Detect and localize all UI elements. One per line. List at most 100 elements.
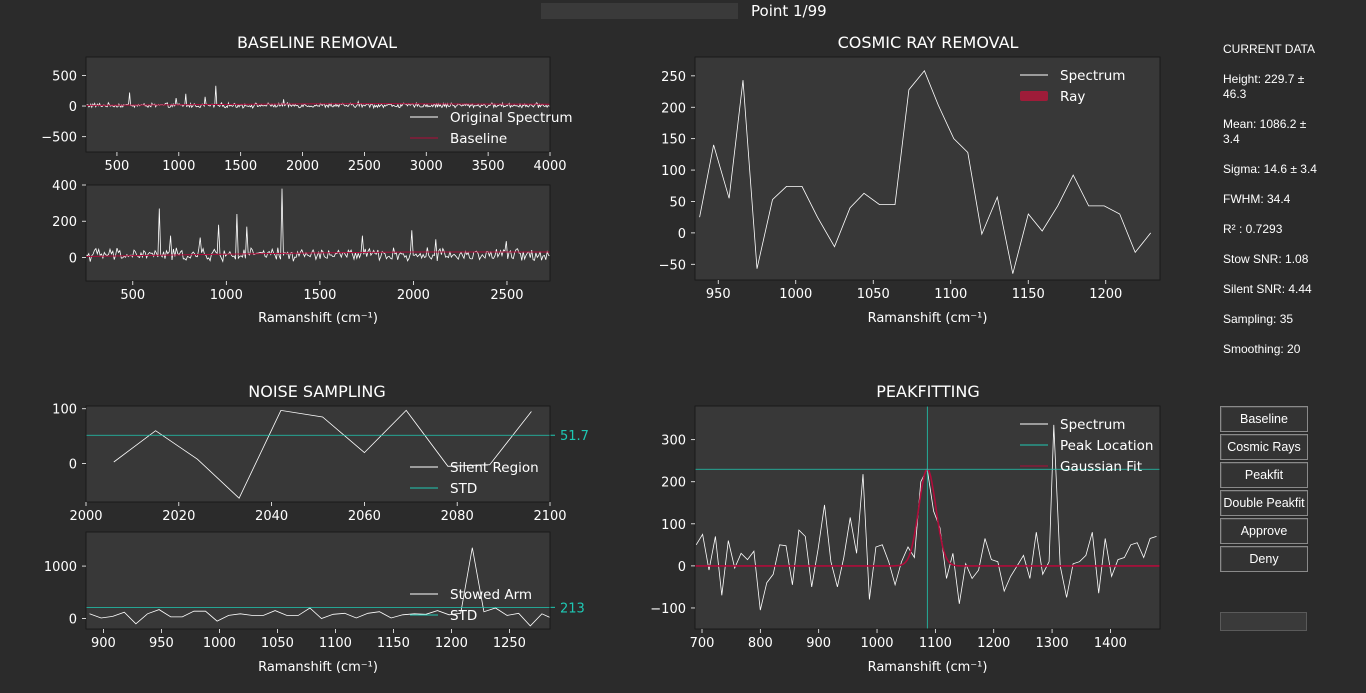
y-tick-label: 100 bbox=[52, 403, 77, 418]
x-tick-label: 1050 bbox=[857, 287, 890, 302]
x-tick-label: 1100 bbox=[919, 636, 952, 651]
y-tick-label: 50 bbox=[669, 195, 686, 210]
y-tick-label: 0 bbox=[69, 251, 77, 266]
height-readout: Height: 229.7 ± 46.3 bbox=[1223, 72, 1305, 101]
current-data-title: CURRENT DATA bbox=[1223, 42, 1316, 56]
x-tick-label: 1050 bbox=[261, 636, 294, 651]
current-data-panel: CURRENT DATA Height: 229.7 ± 46.3 Mean: … bbox=[1223, 42, 1323, 357]
peakfit-button[interactable]: Peakfit bbox=[1220, 462, 1308, 488]
x-tick-label: 1000 bbox=[779, 287, 812, 302]
chart-title: COSMIC RAY REMOVAL bbox=[838, 33, 1019, 52]
legend-entry: STD bbox=[450, 608, 477, 624]
legend-entry: Spectrum bbox=[1060, 417, 1125, 433]
text-input[interactable] bbox=[1220, 612, 1307, 631]
approve-button[interactable]: Approve bbox=[1220, 518, 1308, 544]
y-tick-label: 200 bbox=[661, 101, 686, 116]
x-axis-label: Ramanshift (cm⁻¹) bbox=[258, 660, 378, 675]
chart-title: NOISE SAMPLING bbox=[248, 382, 385, 401]
chart-peakfit: 700 800 900 1000 1100 1200 1300 1400 −100 0 100 200… bbox=[650, 382, 1161, 675]
x-tick-label: 800 bbox=[748, 636, 773, 651]
double-peakfit-button[interactable]: Double Peakfit bbox=[1220, 490, 1308, 516]
x-tick-label: 900 bbox=[91, 636, 116, 651]
y-tick-label: 400 bbox=[52, 179, 77, 194]
x-tick-label: 2500 bbox=[348, 159, 381, 174]
series-spectrum bbox=[699, 70, 1152, 274]
x-tick-label: 3500 bbox=[472, 159, 505, 174]
y-tick-label: 150 bbox=[661, 133, 686, 148]
chart-title: BASELINE REMOVAL bbox=[237, 33, 397, 52]
plot-area bbox=[86, 185, 550, 281]
y-tick-label: 250 bbox=[661, 70, 686, 85]
y-tick-label: −500 bbox=[41, 131, 77, 146]
x-tick-label: 4000 bbox=[533, 159, 566, 174]
series-silent-region bbox=[113, 409, 532, 499]
plot-area bbox=[86, 406, 550, 502]
x-tick-label: 700 bbox=[690, 636, 715, 651]
x-tick-label: 1400 bbox=[1094, 636, 1127, 651]
y-tick-label: 300 bbox=[661, 434, 686, 449]
x-tick-label: 2040 bbox=[255, 509, 288, 524]
cosmic-rays-button[interactable]: Cosmic Rays bbox=[1220, 434, 1308, 460]
y-tick-label: 0 bbox=[69, 613, 77, 628]
point-counter: Point 1/99 bbox=[751, 2, 827, 20]
x-tick-label: 1200 bbox=[1089, 287, 1122, 302]
series-baseline bbox=[86, 103, 550, 106]
y-tick-label: 1000 bbox=[44, 560, 77, 575]
series-spectrum bbox=[86, 188, 550, 263]
legend-entry: Baseline bbox=[450, 131, 507, 147]
x-tick-label: 1150 bbox=[1012, 287, 1045, 302]
legend-entry: Spectrum bbox=[1060, 68, 1125, 84]
chart-baseline-top: 500 1000 1500 2000 2500 3000 3500 4000 −500 0 500 B… bbox=[41, 33, 572, 174]
x-axis-label: Ramanshift (cm⁻¹) bbox=[868, 660, 988, 675]
plot-area bbox=[695, 57, 1160, 280]
legend-entry: Peak Location bbox=[1060, 438, 1153, 454]
chart-noise-bottom: 213 900 950 1000 1050 1100 1150 1200 1250 0 1000 Ra… bbox=[44, 531, 585, 675]
baseline-button[interactable]: Baseline bbox=[1220, 406, 1308, 432]
x-tick-label: 2000 bbox=[286, 159, 319, 174]
x-tick-label: 1100 bbox=[319, 636, 352, 651]
x-axis-label: Ramanshift (cm⁻¹) bbox=[868, 311, 988, 326]
smoothing-readout: Smoothing: 20 bbox=[1223, 342, 1301, 356]
x-tick-label: 2000 bbox=[69, 509, 102, 524]
x-tick-label: 1200 bbox=[977, 636, 1010, 651]
y-tick-label: 0 bbox=[678, 227, 686, 242]
chart-title: PEAKFITTING bbox=[876, 382, 979, 401]
std-value-label: 51.7 bbox=[560, 429, 589, 444]
x-tick-label: 1100 bbox=[934, 287, 967, 302]
x-tick-label: 950 bbox=[706, 287, 731, 302]
x-tick-label: 1500 bbox=[303, 288, 336, 303]
sampling-readout: Sampling: 35 bbox=[1223, 312, 1294, 326]
x-tick-label: 2020 bbox=[162, 509, 195, 524]
chart-cosmic: 950 1000 1050 1100 1150 1200 −50 0 50 100 150 200 25… bbox=[659, 33, 1161, 326]
chart-noise-top: 51.7 2000 2020 2040 2060 2080 2100 0 100 NOISE SA… bbox=[52, 382, 589, 524]
series-stowed-arm bbox=[89, 547, 550, 627]
plot-area bbox=[86, 532, 550, 629]
y-tick-label: −50 bbox=[659, 258, 686, 273]
y-tick-label: 500 bbox=[52, 69, 77, 84]
x-tick-label: 2000 bbox=[397, 288, 430, 303]
x-tick-label: 950 bbox=[149, 636, 174, 651]
mean-readout: Mean: 1086.2 ± 3.4 bbox=[1223, 117, 1307, 146]
y-tick-label: 0 bbox=[678, 560, 686, 575]
y-tick-label: 100 bbox=[661, 164, 686, 179]
x-tick-label: 3000 bbox=[410, 159, 443, 174]
stow-snr-readout: Stow SNR: 1.08 bbox=[1223, 252, 1309, 266]
sigma-readout: Sigma: 14.6 ± 3.4 bbox=[1223, 162, 1317, 176]
x-tick-label: 1000 bbox=[210, 288, 243, 303]
x-axis-label: Ramanshift (cm⁻¹) bbox=[258, 311, 378, 326]
x-tick-label: 1250 bbox=[493, 636, 526, 651]
x-tick-label: 2060 bbox=[348, 509, 381, 524]
x-tick-label: 1200 bbox=[435, 636, 468, 651]
legend-entry: Gaussian Fit bbox=[1060, 459, 1142, 475]
x-tick-label: 1300 bbox=[1036, 636, 1069, 651]
silent-snr-readout: Silent SNR: 4.44 bbox=[1223, 282, 1312, 296]
legend-entry: Original Spectrum bbox=[450, 110, 573, 126]
x-tick-label: 500 bbox=[105, 159, 130, 174]
y-tick-label: 200 bbox=[661, 476, 686, 491]
deny-button[interactable]: Deny bbox=[1220, 546, 1308, 572]
x-tick-label: 2100 bbox=[533, 509, 566, 524]
series-baseline bbox=[86, 251, 550, 257]
x-tick-label: 1000 bbox=[203, 636, 236, 651]
